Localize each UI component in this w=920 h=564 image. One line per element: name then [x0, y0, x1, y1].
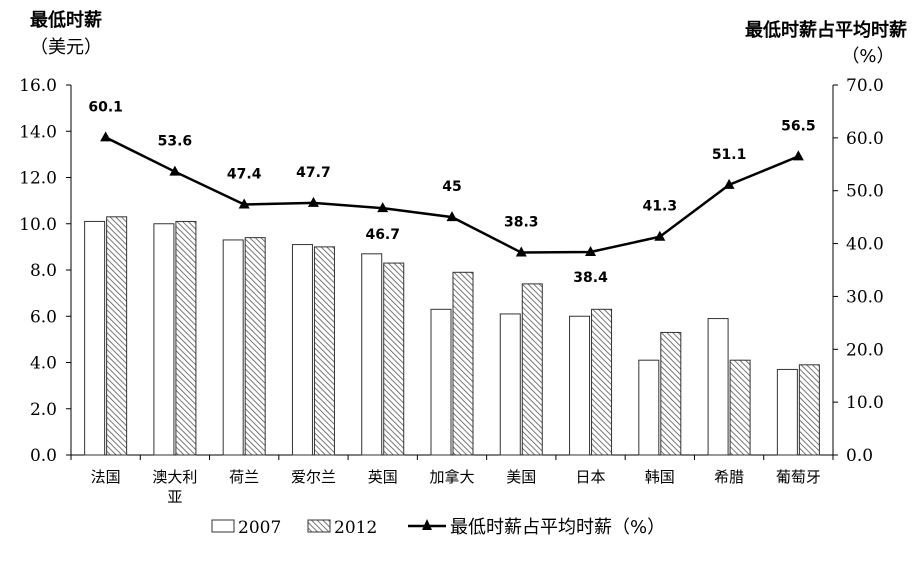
line-data-label: 47.7: [296, 165, 331, 181]
line-data-label: 46.7: [365, 227, 400, 243]
line-series: [100, 131, 804, 257]
bar-2007: [707, 318, 729, 456]
category-label: 英国: [368, 468, 398, 486]
bar-2012: [244, 237, 266, 456]
right-tick-label: 20.0: [846, 340, 884, 360]
line-data-label: 47.4: [227, 166, 262, 182]
legend-swatch-2012: [307, 519, 331, 533]
right-tick-label: 70.0: [846, 76, 884, 96]
category-label: 荷兰: [229, 468, 259, 486]
right-tick-label: 40.0: [846, 235, 884, 255]
bar-2012: [452, 271, 474, 456]
line-data-label: 60.1: [88, 99, 123, 115]
line-data-label: 38.4: [573, 270, 608, 286]
line-marker: [446, 211, 458, 222]
bars: [84, 216, 820, 456]
bar-2012: [313, 246, 335, 456]
line-marker: [654, 230, 666, 241]
line-marker: [238, 198, 250, 209]
line-marker: [100, 131, 112, 142]
line-marker: [585, 246, 597, 257]
right-tick-label: 60.0: [846, 129, 884, 149]
bar-2007: [499, 313, 521, 456]
bar-2007: [430, 308, 452, 456]
axis-titles: 最低时薪 （美元） 最低时薪占平均时薪 （%）: [30, 9, 907, 67]
line-data-label: 51.1: [712, 147, 747, 163]
line-data-label: 41.3: [643, 199, 678, 215]
left-tick-label: 2.0: [30, 400, 57, 420]
left-tick-label: 8.0: [30, 261, 57, 281]
bar-2012: [591, 308, 613, 456]
left-axis-title: 最低时薪: [30, 9, 102, 31]
left-tick-label: 16.0: [19, 76, 57, 96]
bar-2007: [569, 315, 591, 456]
bar-2007: [361, 253, 383, 456]
line-marker: [377, 202, 389, 213]
bar-2012: [521, 283, 543, 456]
right-axis-unit: （%）: [841, 46, 894, 67]
right-tick-label: 30.0: [846, 287, 884, 307]
line-marker: [515, 246, 527, 257]
left-tick-label: 6.0: [30, 307, 57, 327]
category-label: 加拿大: [429, 468, 474, 486]
left-axis-unit: （美元）: [30, 37, 102, 58]
bar-2007: [153, 223, 175, 456]
right-tick-label: 10.0: [846, 393, 884, 413]
line-marker: [307, 196, 319, 207]
left-tick-label: 14.0: [19, 122, 57, 142]
bar-2007: [776, 368, 798, 456]
line-data-label: 38.3: [504, 215, 539, 231]
category-label: 爱尔兰: [291, 468, 336, 486]
left-tick-label: 4.0: [30, 354, 57, 374]
line-data-label: 45: [442, 179, 461, 195]
line-marker: [723, 178, 735, 189]
left-tick-label: 12.0: [19, 169, 57, 189]
bar-2012: [798, 364, 820, 456]
bar-2012: [729, 359, 751, 456]
right-tick-label: 50.0: [846, 182, 884, 202]
category-label: 葡萄牙: [776, 468, 821, 486]
category-label: 澳大利: [152, 468, 197, 486]
left-tick-label: 0.0: [30, 446, 57, 466]
legend-label-ratio: 最低时薪占平均时薪（%）: [450, 517, 665, 538]
left-tick-label: 10.0: [19, 215, 57, 235]
bar-2007: [84, 220, 106, 456]
category-label: 法国: [91, 468, 121, 486]
legend-line-marker: [422, 519, 432, 530]
line-marker: [169, 165, 181, 176]
line-data-label: 56.5: [781, 118, 816, 134]
bar-2012: [106, 216, 128, 456]
line-data-label: 53.6: [158, 134, 193, 150]
bar-2012: [660, 331, 682, 456]
bar-2012: [175, 220, 197, 456]
legend-swatch-2007: [211, 519, 235, 533]
legend-label-2007: 2007: [238, 518, 281, 538]
legend: 2007 2012 最低时薪占平均时薪（%）: [211, 517, 665, 538]
category-label: 韩国: [645, 468, 675, 486]
data-labels: 60.1 53.6 47.4 47.7 46.7 45 38.3 38.4 41.3 51.1 56…: [88, 99, 815, 286]
bar-2007: [291, 244, 313, 456]
category-label: 美国: [506, 468, 536, 486]
legend-label-2012: 2012: [334, 518, 377, 538]
category-label: 日本: [576, 468, 606, 486]
line-marker: [792, 150, 804, 161]
bar-2007: [638, 359, 660, 456]
category-label: 希腊: [714, 468, 744, 486]
right-axis-title: 最低时薪占平均时薪: [745, 19, 907, 41]
bar-2007: [222, 239, 244, 456]
axes: 0.0 2.0 4.0 6.0 8.0 10.0 12.0 14.0 16.0 0.0 10.0 20…: [19, 76, 884, 506]
right-tick-label: 0.0: [846, 446, 873, 466]
bar-2012: [383, 262, 405, 456]
category-label: 亚: [167, 488, 182, 506]
